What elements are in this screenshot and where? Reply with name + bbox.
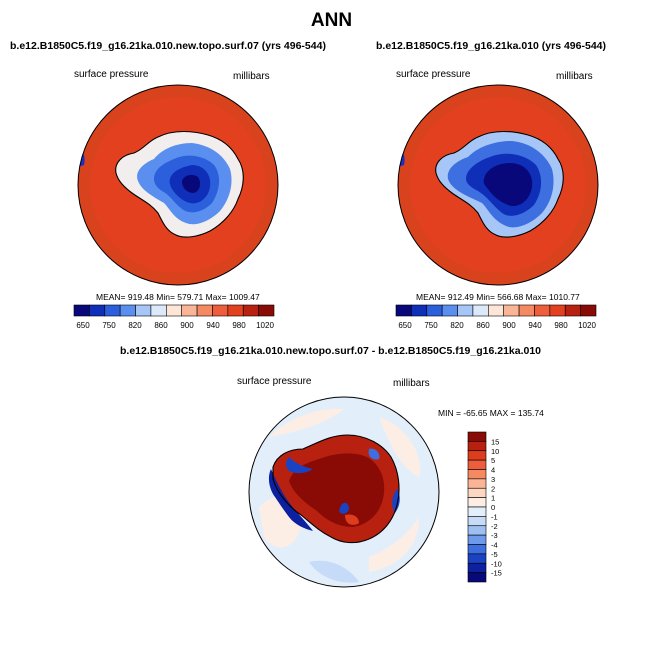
colorbar-tick-label: 3 [491, 475, 495, 484]
colorbar-swatch [467, 572, 487, 583]
colorbar-swatch [150, 304, 167, 317]
colorbar-tick-label: 1020 [578, 321, 596, 330]
colorbar-swatch [135, 304, 152, 317]
colorbar-tick-label: 940 [206, 321, 220, 330]
diff-variable-label: surface pressure [237, 376, 312, 387]
panel-2-variable-label: surface pressure [396, 69, 471, 80]
colorbar-swatch [518, 304, 535, 317]
colorbar-tick-label: -4 [491, 541, 498, 550]
diff-polar-map [248, 396, 440, 588]
colorbar-tick-label: 980 [554, 321, 568, 330]
colorbar-swatch [457, 304, 474, 317]
colorbar-swatch [467, 431, 487, 442]
colorbar-swatch [467, 459, 487, 470]
colorbar-tick-label: 820 [450, 321, 464, 330]
colorbar-tick-label: 860 [154, 321, 168, 330]
diff-units-label: millibars [393, 378, 430, 389]
colorbar-swatch [212, 304, 229, 317]
panel-2-stats: MEAN= 912.49 Min= 566.68 Max= 1010.77 [416, 292, 580, 302]
colorbar-tick-label: 750 [102, 321, 116, 330]
colorbar-swatch [227, 304, 244, 317]
colorbar-swatch [441, 304, 458, 317]
colorbar-tick-label: 15 [491, 437, 499, 446]
colorbar-tick-label: -2 [491, 522, 498, 531]
colorbar-swatch [166, 304, 182, 317]
colorbar-swatch [503, 304, 520, 317]
panel-1-stats: MEAN= 919.48 Min= 579.71 Max= 1009.47 [96, 292, 260, 302]
colorbar-swatch [467, 544, 487, 555]
colorbar-swatch [89, 304, 106, 317]
panel-2-colorbar: 650 750 820 860 900 940 980 1020 [395, 304, 597, 330]
colorbar-swatch [411, 304, 428, 317]
colorbar-swatch [467, 506, 487, 517]
colorbar-tick-label: 1020 [256, 321, 274, 330]
panel-2-units-label: millibars [556, 71, 593, 82]
colorbar-swatch [119, 304, 136, 317]
main-title: ANN [310, 10, 353, 31]
colorbar-swatch [467, 534, 487, 545]
colorbar-swatch [534, 304, 551, 317]
colorbar-tick-label: -1 [491, 512, 498, 521]
colorbar-swatch [426, 304, 443, 317]
colorbar-swatch [467, 478, 487, 489]
panel-2-title: b.e12.B1850C5.f19_g16.21ka.010 (yrs 496-… [376, 40, 606, 52]
colorbar-tick-label: 10 [491, 447, 499, 456]
colorbar-tick-label: 750 [424, 321, 438, 330]
colorbar-swatch [467, 562, 487, 573]
panel-1-colorbar: 650 750 820 860 900 940 980 1020 [73, 304, 275, 330]
colorbar-swatch [181, 304, 198, 317]
colorbar-swatch [467, 516, 487, 527]
colorbar-swatch [564, 304, 581, 317]
colorbar-swatch [549, 304, 566, 317]
colorbar-tick-label: 4 [491, 466, 495, 475]
colorbar-swatch [467, 469, 487, 480]
colorbar-tick-label: -15 [491, 569, 502, 578]
colorbar-tick-label: 940 [528, 321, 542, 330]
colorbar-swatch [467, 450, 487, 461]
colorbar-swatch [258, 304, 275, 317]
colorbar-swatch [580, 304, 597, 317]
colorbar-swatch [467, 441, 487, 452]
colorbar-tick-label: 650 [76, 321, 90, 330]
panel-1-units-label: millibars [233, 71, 270, 82]
colorbar-tick-label: -3 [491, 531, 498, 540]
colorbar-swatch [467, 525, 487, 536]
colorbar-tick-label: 0 [491, 503, 495, 512]
colorbar-swatch [488, 304, 504, 317]
colorbar-tick-label: -5 [491, 550, 498, 559]
colorbar-swatch [467, 487, 487, 498]
colorbar-swatch [242, 304, 259, 317]
colorbar-tick-label: 980 [232, 321, 246, 330]
panel-2-polar-map [397, 84, 599, 286]
colorbar-tick-label: -10 [491, 559, 502, 568]
panel-1-title: b.e12.B1850C5.f19_g16.21ka.010.new.topo.… [10, 40, 326, 52]
panel-1-polar-map [77, 84, 279, 286]
diff-panel-title: b.e12.B1850C5.f19_g16.21ka.010.new.topo.… [120, 345, 542, 357]
colorbar-tick-label: 860 [476, 321, 490, 330]
diff-stats: MIN = -65.65 MAX = 135.74 [438, 408, 544, 418]
panel-1-variable-label: surface pressure [74, 69, 149, 80]
colorbar-swatch [467, 497, 487, 508]
colorbar-swatch [73, 304, 90, 317]
colorbar-swatch [467, 553, 487, 564]
colorbar-tick-label: 900 [180, 321, 194, 330]
colorbar-swatch [104, 304, 121, 317]
colorbar-tick-label: 650 [398, 321, 412, 330]
colorbar-tick-label: 900 [502, 321, 516, 330]
colorbar-swatch [196, 304, 213, 317]
colorbar-tick-label: 5 [491, 456, 495, 465]
colorbar-tick-label: 1 [491, 494, 495, 503]
colorbar-swatch [395, 304, 412, 317]
colorbar-tick-label: 820 [128, 321, 142, 330]
colorbar-tick-label: 2 [491, 484, 495, 493]
colorbar-swatch [472, 304, 489, 317]
